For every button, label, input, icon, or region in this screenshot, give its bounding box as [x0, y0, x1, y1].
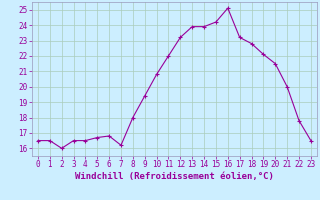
- X-axis label: Windchill (Refroidissement éolien,°C): Windchill (Refroidissement éolien,°C): [75, 172, 274, 181]
